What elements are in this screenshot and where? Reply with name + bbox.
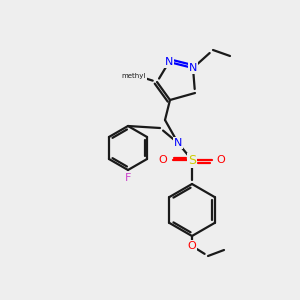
Text: S: S <box>188 154 196 166</box>
Text: F: F <box>125 173 131 183</box>
Text: N: N <box>165 57 173 67</box>
Text: methyl: methyl <box>122 73 146 79</box>
Text: N: N <box>189 63 197 73</box>
Text: O: O <box>159 155 167 165</box>
Text: O: O <box>217 155 225 165</box>
Text: O: O <box>188 241 196 251</box>
Text: N: N <box>174 138 182 148</box>
